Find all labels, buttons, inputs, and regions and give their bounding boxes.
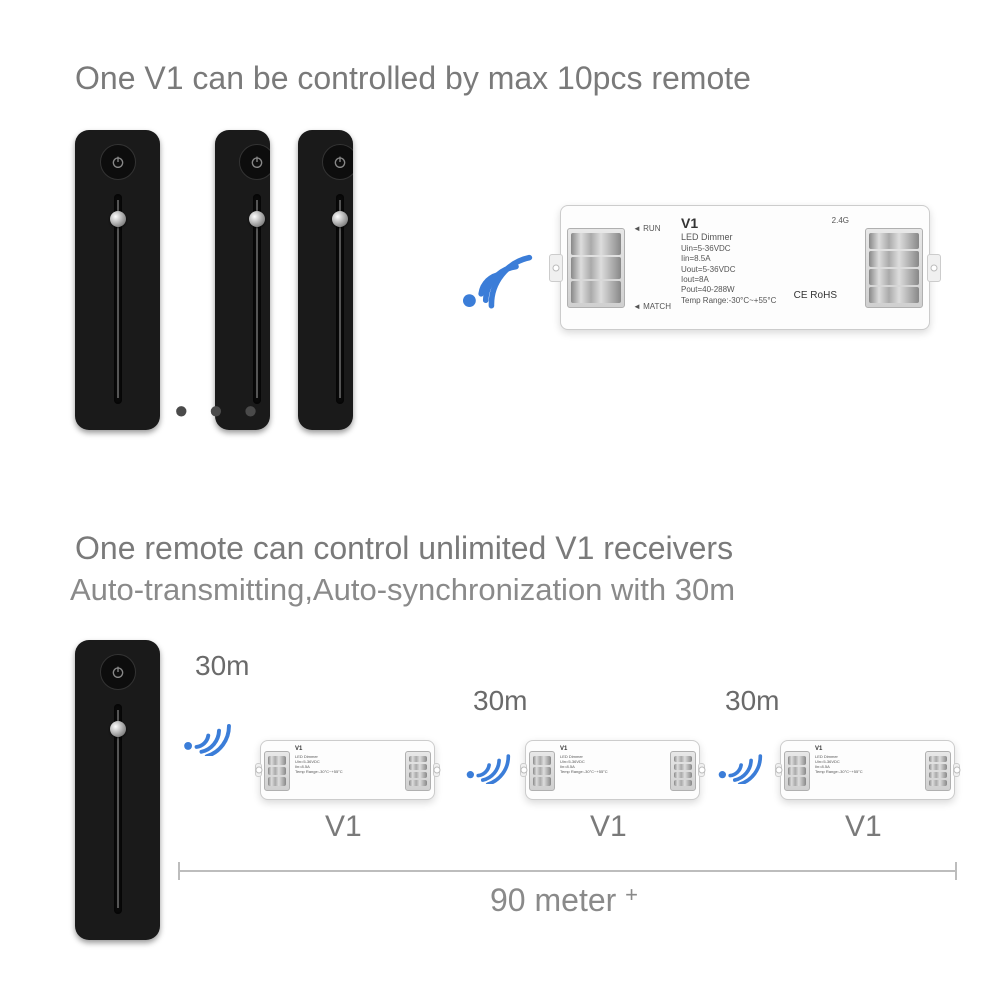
wifi-icon-large bbox=[455, 235, 535, 315]
terminal-right bbox=[865, 228, 923, 308]
range-30m-1: 30m bbox=[195, 650, 249, 682]
v1-receiver-small: V1 LED Dimmer Uin=5-36VDC Iin=8.5A Temp … bbox=[780, 740, 955, 800]
run-label: ◄ RUN bbox=[633, 224, 660, 233]
receiver-label-area: V1 LED Dimmer Uin=5-36VDC Iin=8.5A Uout=… bbox=[681, 214, 837, 306]
v1-receiver-small: V1 LED Dimmer Uin=5-36VDC Iin=8.5A Temp … bbox=[260, 740, 435, 800]
slider-knob bbox=[110, 211, 126, 227]
receiver-model: V1 bbox=[681, 214, 837, 232]
wifi-icon-3 bbox=[713, 732, 765, 784]
range-line bbox=[178, 870, 955, 872]
slider-knob bbox=[110, 721, 126, 737]
section1-title: One V1 can be controlled by max 10pcs re… bbox=[75, 60, 751, 97]
cert-marks: CE RoHS bbox=[794, 289, 837, 302]
mount-ear bbox=[549, 254, 563, 282]
power-button-icon bbox=[239, 144, 270, 180]
remote-control bbox=[75, 130, 160, 430]
slider-knob bbox=[249, 211, 265, 227]
v1-label-1: V1 bbox=[325, 810, 362, 844]
receiver-name: LED Dimmer bbox=[681, 232, 837, 244]
power-button-icon bbox=[100, 144, 136, 180]
remote-control bbox=[75, 640, 160, 940]
v1-receiver-large: ◄ RUN ◄ MATCH V1 LED Dimmer Uin=5-36VDC … bbox=[560, 205, 930, 330]
v1-receiver-small: V1 LED Dimmer Uin=5-36VDC Iin=8.5A Temp … bbox=[525, 740, 700, 800]
v1-label-3: V1 bbox=[845, 810, 882, 844]
mount-ear bbox=[927, 254, 941, 282]
section2-subtitle: Auto-transmitting,Auto-synchronization w… bbox=[70, 572, 735, 608]
wifi-icon-2 bbox=[461, 732, 513, 784]
ellipsis-dots: • • • bbox=[175, 390, 263, 432]
slider-knob bbox=[332, 211, 348, 227]
wifi-icon-1 bbox=[178, 700, 234, 756]
v1-label-2: V1 bbox=[590, 810, 627, 844]
range-30m-3: 30m bbox=[725, 685, 779, 717]
remote-control bbox=[215, 130, 270, 430]
match-label: ◄ MATCH bbox=[633, 302, 671, 311]
power-button-icon bbox=[322, 144, 353, 180]
terminal-left bbox=[567, 228, 625, 308]
range-30m-2: 30m bbox=[473, 685, 527, 717]
freq-label: 2.4G bbox=[832, 216, 849, 225]
remote-control bbox=[298, 130, 353, 430]
range-cap-right bbox=[955, 862, 957, 880]
power-button-icon bbox=[100, 654, 136, 690]
total-range-label: 90 meter + bbox=[490, 882, 638, 919]
section2-title: One remote can control unlimited V1 rece… bbox=[75, 530, 733, 567]
